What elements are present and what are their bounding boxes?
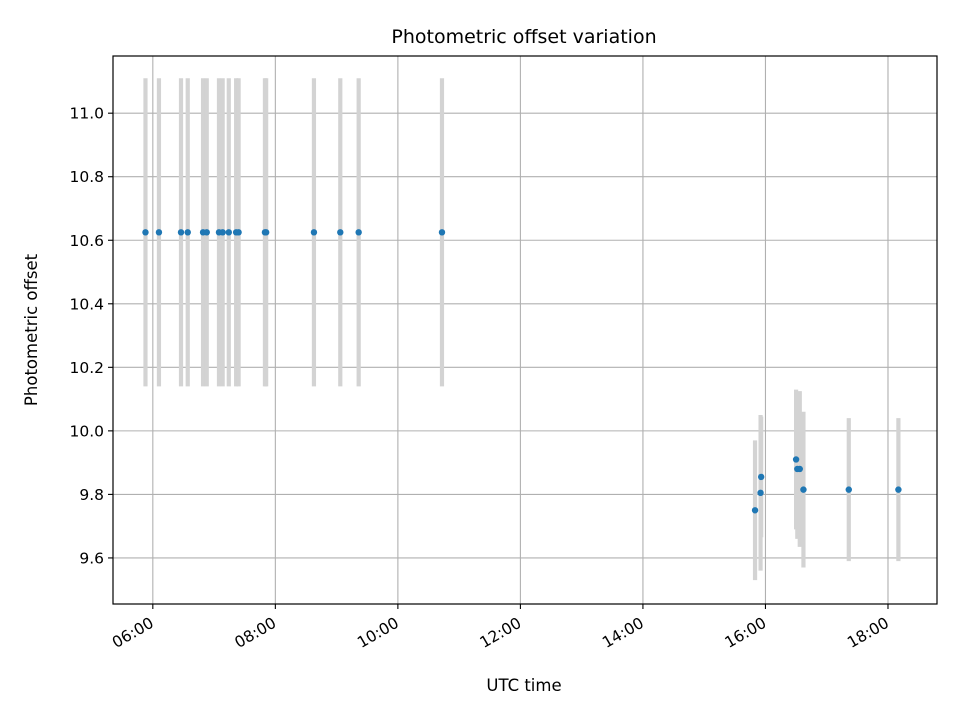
y-tick-label: 9.8 [79,486,104,504]
data-point [184,229,191,236]
x-tick-label: 16:00 [722,614,770,652]
data-point [757,473,765,481]
data-point [155,229,163,236]
data-point [355,229,362,236]
data-point [142,229,149,236]
y-axis-ticks: 9.6 9.8 10.0 10.2 10.4 10.6 10.8 11.0 [69,105,113,567]
plot-frame [112,55,938,605]
y-tick-label: 10.4 [69,295,104,313]
data-point [219,229,226,236]
data-point [800,486,807,493]
data-point [845,486,852,493]
x-axis-label: UTC time [486,676,561,695]
y-tick-label: 10.8 [69,168,104,186]
x-tick-label: 12:00 [477,614,525,652]
data-point [235,229,242,236]
x-tick-label: 18:00 [844,614,892,652]
x-tick-label: 10:00 [354,614,402,652]
data-point [796,465,803,473]
data-point [262,229,270,236]
data-point [751,507,759,514]
x-tick-label: 08:00 [232,614,280,652]
y-tick-label: 10.0 [69,422,104,440]
data-points [142,229,902,514]
error-bars [143,78,901,581]
y-tick-label: 10.6 [69,232,104,250]
data-point [438,229,446,236]
x-tick-label: 06:00 [109,614,157,652]
grid-lines [113,56,937,604]
data-point [225,229,232,236]
y-tick-label: 11.0 [69,105,104,123]
data-point [337,229,344,236]
data-point [895,486,902,493]
data-point [310,229,318,236]
data-point [792,456,800,463]
chart-title: Photometric offset variation [391,26,656,48]
x-tick-label: 14:00 [599,614,647,652]
data-point [203,229,210,236]
data-point [177,229,185,236]
y-axis-label: Photometric offset [22,253,41,406]
x-axis-ticks: 06:00 08:00 10:00 12:00 14:00 16:00 18:00 [109,604,892,652]
data-point [757,489,764,497]
y-tick-label: 10.2 [69,359,104,377]
y-tick-label: 9.6 [79,549,104,567]
